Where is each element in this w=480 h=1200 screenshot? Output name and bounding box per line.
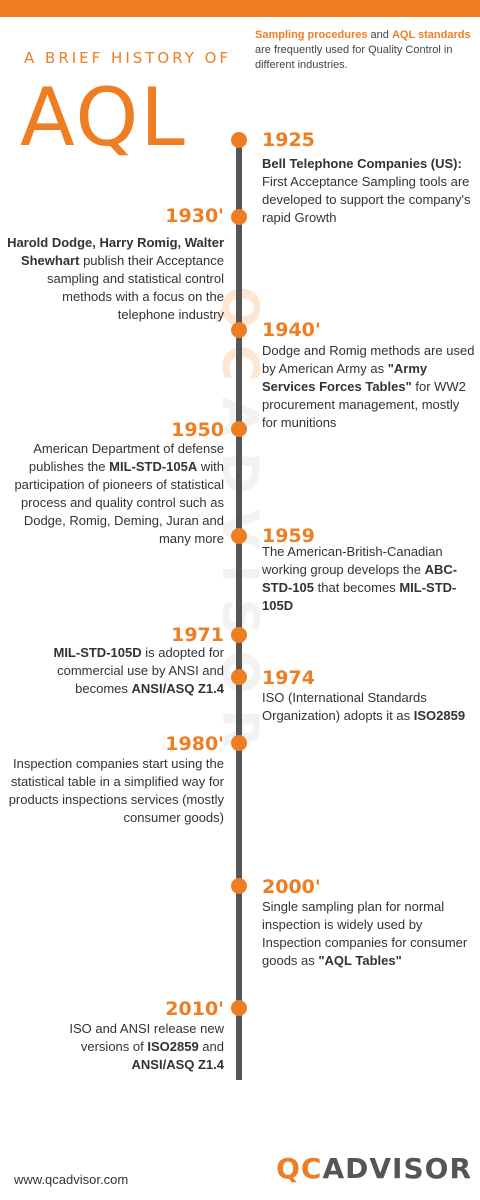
timeline-dot-1980 — [231, 735, 247, 751]
timeline-dot-1950 — [231, 421, 247, 437]
event-desc-1940: Dodge and Romig methods are used by Amer… — [262, 343, 475, 430]
event-desc-1959: The American-British-Canadian working gr… — [262, 544, 458, 613]
event-desc-1925: Bell Telephone Companies (US): First Acc… — [262, 156, 471, 225]
event-year-2010: 2010' — [165, 998, 224, 1020]
event-desc-1950: American Department of defense publishes… — [14, 441, 224, 546]
event-desc-2010: ISO and ANSI release new versions of ISO… — [69, 1021, 224, 1072]
event-desc-1974: ISO (International Standards Organizatio… — [262, 690, 466, 723]
timeline-dot-1959 — [231, 528, 247, 544]
event-year-1940: 1940' — [262, 319, 321, 341]
brand-logo: QCADVISOR — [276, 1152, 472, 1185]
timeline-dot-1930 — [231, 209, 247, 225]
timeline-dot-1925 — [231, 132, 247, 148]
event-year-2000: 2000' — [262, 876, 321, 898]
event-desc-1971: MIL-STD-105D is adopted for commercial u… — [53, 645, 224, 696]
timeline-dot-2010 — [231, 1000, 247, 1016]
intro-text: Sampling procedures and AQL standards ar… — [255, 29, 471, 71]
timeline-line — [236, 140, 242, 1080]
top-accent-bar — [0, 0, 480, 17]
event-year-1959: 1959 — [262, 525, 315, 547]
event-year-1974: 1974 — [262, 667, 315, 689]
event-year-1980: 1980' — [165, 733, 224, 755]
event-year-1950: 1950 — [171, 419, 224, 441]
event-year-1930: 1930' — [165, 205, 224, 227]
timeline-dot-1940 — [231, 322, 247, 338]
timeline-dot-1971 — [231, 627, 247, 643]
timeline-dot-1974 — [231, 669, 247, 685]
page-kicker: A BRIEF HISTORY OF — [24, 49, 232, 67]
event-year-1971: 1971 — [171, 624, 224, 646]
page-title: AQL — [20, 71, 187, 164]
event-year-1925: 1925 — [262, 129, 315, 151]
timeline-dot-2000 — [231, 878, 247, 894]
event-desc-2000: Single sampling plan for normal inspecti… — [262, 899, 468, 968]
event-desc-1930: Harold Dodge, Harry Romig, Walter Shewha… — [7, 235, 224, 322]
website-link[interactable]: www.qcadvisor.com — [14, 1172, 129, 1187]
event-desc-1980: Inspection companies start using the sta… — [8, 756, 224, 825]
